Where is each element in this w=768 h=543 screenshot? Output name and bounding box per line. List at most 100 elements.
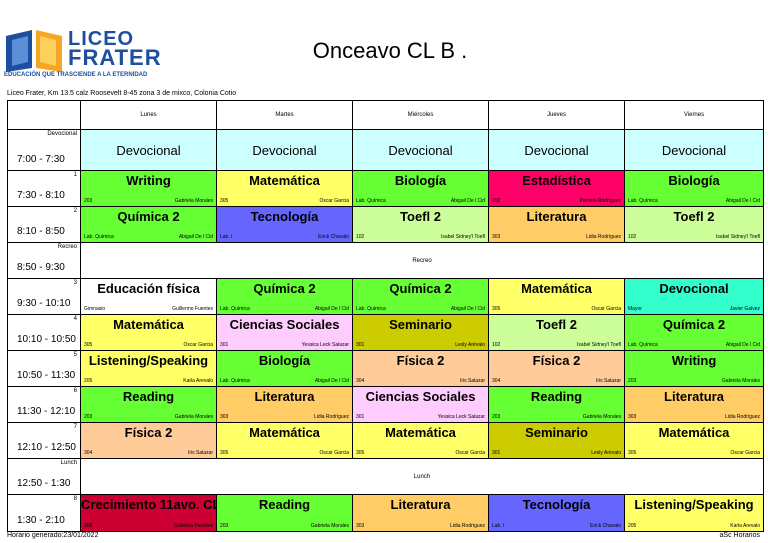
- class-cell[interactable]: Crecimiento 11avo. CL B 305 Gabriela Pared…: [80, 494, 217, 532]
- period-time-cell: 1 7:30 - 8:10: [7, 170, 81, 207]
- class-cell[interactable]: Toefl 2 102 Isabel Sidney'l Toefl: [352, 206, 489, 243]
- period-time: 7:30 - 8:10: [17, 190, 65, 201]
- class-cell[interactable]: Biología Lab. Química Abigail De l Cid: [216, 350, 353, 387]
- devotional-cell[interactable]: Devocional: [216, 129, 353, 171]
- teacher-name: Abigail De l Cid: [725, 342, 760, 348]
- period-label: Recreo: [57, 244, 77, 250]
- class-cell[interactable]: Literatura 303 Lidia Rodríguez: [488, 206, 625, 243]
- class-cell[interactable]: Educación física Gimnasio Guillermo Fuente…: [80, 278, 217, 315]
- devotional-cell[interactable]: Devocional: [352, 129, 489, 171]
- subject-name: Química 2: [117, 209, 180, 224]
- room-label: Lab. Química: [628, 342, 658, 348]
- class-cell[interactable]: Matemática 305 Oscar Garcia: [80, 314, 217, 351]
- class-cell[interactable]: Química 2 Lab. Química Abigail De l Cid: [624, 314, 764, 351]
- class-cell[interactable]: Listening/Speaking 205 Karla Arevalo: [80, 350, 217, 387]
- class-cell[interactable]: Seminario 301 Lesly Arévalo: [488, 422, 625, 459]
- class-cell[interactable]: Química 2 Lab. Química Abigail De l Cid: [80, 206, 217, 243]
- class-cell[interactable]: Listening/Speaking 205 Karla Arevalo: [624, 494, 764, 532]
- class-cell[interactable]: Seminario 301 Lesly Arévalo: [352, 314, 489, 351]
- class-cell[interactable]: Matemática 305 Oscar Garcia: [352, 422, 489, 459]
- class-cell[interactable]: Biología Lab. Química Abigail De l Cid: [624, 170, 764, 207]
- period-time: 8:10 - 8:50: [17, 226, 65, 237]
- teacher-name: Iris Salazar: [459, 378, 485, 384]
- devotional-cell[interactable]: Devocional: [80, 129, 217, 171]
- teacher-name: Abigail De l Cid: [314, 306, 349, 312]
- period-time-cell: 5 10:50 - 11:30: [7, 350, 81, 387]
- class-cell[interactable]: Ciencias Sociales 301 Yessica Leck Salazar: [352, 386, 489, 423]
- class-cell[interactable]: Tecnología Lab. I Erick Chavalo: [488, 494, 625, 532]
- room-label: 304: [492, 378, 501, 384]
- period-time: 11:30 - 12:10: [17, 406, 76, 417]
- teacher-name: Abigail De l Cid: [725, 198, 760, 204]
- teacher-name: Oscar Garcia: [591, 306, 621, 312]
- class-cell[interactable]: Writing 203 Gabriela Morales: [624, 350, 764, 387]
- subject-name: Tecnología: [250, 209, 319, 224]
- class-cell[interactable]: Matemática 305 Oscar Garcia: [488, 278, 625, 315]
- class-cell[interactable]: Literatura 303 Lidia Rodríguez: [216, 386, 353, 423]
- room-label: 205: [628, 523, 637, 529]
- period-label: 8: [73, 496, 77, 502]
- devotional-cell[interactable]: Devocional: [624, 129, 764, 171]
- class-cell[interactable]: Literatura 303 Lidia Rodríguez: [624, 386, 764, 423]
- teacher-name: Lidia Rodríguez: [449, 523, 485, 529]
- room-label: Lab. I: [492, 523, 505, 529]
- subject-name: Toefl 2: [400, 209, 441, 224]
- class-cell[interactable]: Matemática 305 Oscar Garcia: [216, 422, 353, 459]
- class-cell[interactable]: Literatura 303 Lidia Rodríguez: [352, 494, 489, 532]
- class-cell[interactable]: Toefl 2 102 Isabel Sidney'l Toefl: [624, 206, 764, 243]
- teacher-name: Gabriela Morales: [582, 414, 621, 420]
- teacher-name: Gabriela Morales: [174, 414, 213, 420]
- subject-name: Química 2: [662, 317, 726, 332]
- period-time-cell: 7 12:10 - 12:50: [7, 422, 81, 459]
- room-label: Mayor: [628, 306, 642, 312]
- class-cell[interactable]: Química 2 Lab. Química Abigail De l Cid: [216, 278, 353, 315]
- class-cell[interactable]: Química 2 Lab. Química Abigail De l Cid: [352, 278, 489, 315]
- teacher-name: Guillermo Fuentes: [172, 306, 213, 312]
- teacher-name: Gabriela Morales: [174, 198, 213, 204]
- subject-name: Seminario: [525, 425, 588, 440]
- class-cell[interactable]: Devocional Mayor Javier Galvez: [624, 278, 764, 315]
- class-cell[interactable]: Tecnología Lab. I Erick Chavalo: [216, 206, 353, 243]
- teacher-name: Javier Galvez: [729, 306, 760, 312]
- room-label: 301: [220, 342, 229, 348]
- class-cell[interactable]: Writing 203 Gabriela Morales: [80, 170, 217, 207]
- subject-name: Ciencias Sociales: [365, 389, 476, 404]
- day-header: Miércoles: [352, 100, 489, 130]
- class-cell[interactable]: Toefl 2 102 Isabel Sidney'l Toefl: [488, 314, 625, 351]
- subject-name: Literatura: [254, 389, 315, 404]
- class-cell[interactable]: Reading 203 Gabriela Morales: [80, 386, 217, 423]
- class-cell[interactable]: Matemática 305 Oscar Garcia: [624, 422, 764, 459]
- subject-name: Crecimiento 11avo. CL B: [81, 497, 216, 512]
- class-cell[interactable]: Biología Lab. Química Abigail De l Cid: [352, 170, 489, 207]
- class-cell[interactable]: Física 2 304 Iris Salazar: [488, 350, 625, 387]
- period-time-cell: Devocional 7:00 - 7:30: [7, 129, 81, 171]
- room-label: Lab. Química: [356, 306, 386, 312]
- teacher-name: Iris Salazar: [187, 450, 213, 456]
- room-label: Lab. Química: [84, 234, 114, 240]
- period-label: Lunch: [60, 460, 77, 466]
- teacher-name: Gabriela Morales: [721, 378, 760, 384]
- subject-name: Reading: [122, 389, 175, 404]
- logo-tagline: EDUCACIÓN QUE TRASCIENDE A LA ETERNIDAD: [4, 72, 148, 78]
- class-cell[interactable]: Reading 203 Gabriela Morales: [216, 494, 353, 532]
- period-time: 7:00 - 7:30: [17, 154, 65, 165]
- subject-name: Tecnología: [522, 497, 591, 512]
- devotional-cell[interactable]: Devocional: [488, 129, 625, 171]
- class-cell[interactable]: Reading 203 Gabriela Morales: [488, 386, 625, 423]
- class-cell[interactable]: Estadística 202 Pamela Rodríguez: [488, 170, 625, 207]
- period-time: 1:30 - 2:10: [17, 515, 65, 526]
- period-label: 7: [73, 424, 77, 430]
- period-label: 1: [73, 172, 77, 178]
- day-header: Viernes: [624, 100, 764, 130]
- class-cell[interactable]: Ciencias Sociales 301 Yessica Leck Salazar: [216, 314, 353, 351]
- room-label: 205: [84, 378, 93, 384]
- class-cell[interactable]: Física 2 304 Iris Salazar: [80, 422, 217, 459]
- teacher-name: Lidia Rodríguez: [724, 414, 760, 420]
- generated-date: Horario generado:23/01/2022: [7, 532, 99, 539]
- period-time-cell: 4 10:10 - 10:50: [7, 314, 81, 351]
- class-cell[interactable]: Matemática 305 Oscar Garcia: [216, 170, 353, 207]
- subject-name: Listening/Speaking: [634, 497, 754, 512]
- room-label: Lab. Química: [220, 378, 250, 384]
- class-cell[interactable]: Física 2 304 Iris Salazar: [352, 350, 489, 387]
- period-time: 8:50 - 9:30: [17, 262, 65, 273]
